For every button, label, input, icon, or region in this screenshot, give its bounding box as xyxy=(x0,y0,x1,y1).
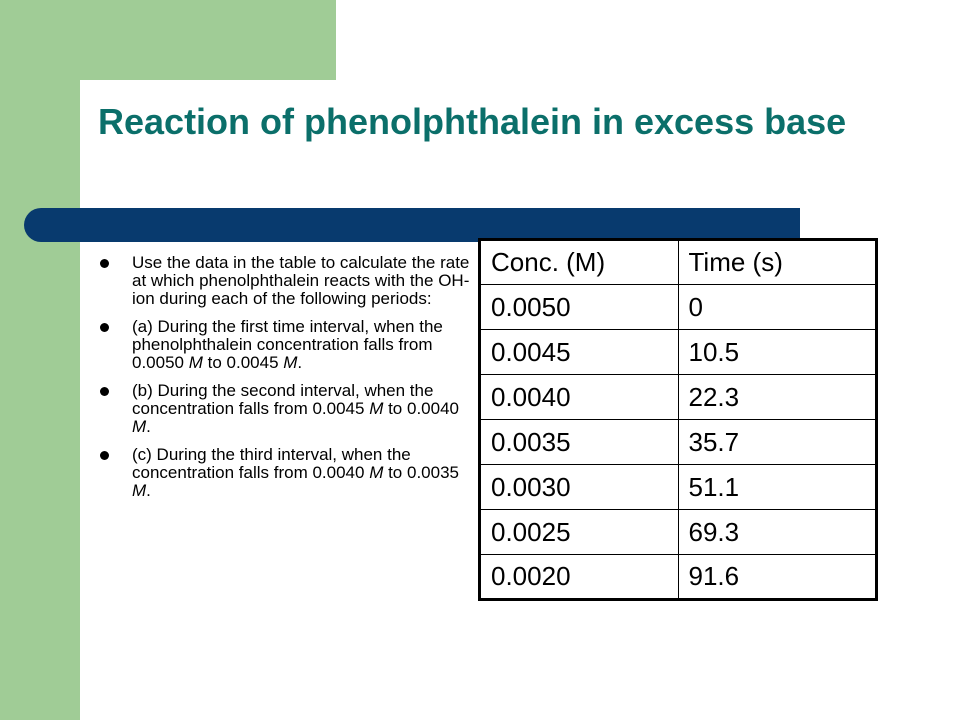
table-cell: 22.3 xyxy=(677,374,877,420)
table-cell: 0.0045 xyxy=(479,329,679,375)
bullet-text: to 0.0040 xyxy=(383,399,459,418)
bullet-text: . xyxy=(146,417,151,436)
unit-m: M xyxy=(369,463,384,482)
title-divider-bar xyxy=(24,208,800,242)
table-cell: 69.3 xyxy=(677,509,877,555)
table-header-row: Conc. (M) Time (s) xyxy=(479,239,877,285)
table-cell: 0.0025 xyxy=(479,509,679,555)
table-cell: 0.0030 xyxy=(479,464,679,510)
bullet-text: . xyxy=(146,481,151,500)
table-row: 0.0025 69.3 xyxy=(479,509,877,555)
decor-green-left xyxy=(0,80,80,720)
unit-m: M xyxy=(132,481,147,500)
slide-title: Reaction of phenolphthalein in excess ba… xyxy=(98,101,847,142)
table-cell: 35.7 xyxy=(677,419,877,465)
bullet-item: (b) During the second interval, when the… xyxy=(100,382,472,436)
bullet-text: to 0.0045 xyxy=(202,353,284,372)
bullet-dot-icon xyxy=(100,259,109,268)
table-header-cell: Time (s) xyxy=(677,239,877,285)
table-cell: 0.0020 xyxy=(479,554,679,600)
bullet-item: Use the data in the table to calculate t… xyxy=(100,254,472,308)
table-row: 0.0035 35.7 xyxy=(479,419,877,465)
table-row: 0.0045 10.5 xyxy=(479,329,877,375)
unit-m: M xyxy=(132,417,147,436)
table-header-cell: Conc. (M) xyxy=(479,239,679,285)
unit-m: M xyxy=(369,399,384,418)
table-cell: 10.5 xyxy=(677,329,877,375)
bullet-text: (a) During the first time interval, when… xyxy=(132,317,443,372)
bullet-text: . xyxy=(297,353,303,372)
table-cell: 0.0035 xyxy=(479,419,679,465)
bullet-list: Use the data in the table to calculate t… xyxy=(100,254,472,510)
bullet-text: to 0.0035 xyxy=(383,463,459,482)
table-cell: 0.0050 xyxy=(479,284,679,330)
decor-green-top xyxy=(0,0,336,80)
unit-m: M xyxy=(283,353,298,372)
table-cell: 0 xyxy=(677,284,877,330)
bullet-item: (c) During the third interval, when the … xyxy=(100,446,472,500)
table-cell: 51.1 xyxy=(677,464,877,510)
unit-m: M xyxy=(188,353,203,372)
bullet-text: (c) During the third interval, when the … xyxy=(132,445,411,482)
data-table: Conc. (M) Time (s) 0.0050 0 0.0045 10.5 … xyxy=(478,238,878,601)
bullet-text: Use the data in the table to calculate t… xyxy=(132,253,470,308)
bullet-dot-icon xyxy=(100,387,109,396)
bullet-item: (a) During the first time interval, when… xyxy=(100,318,472,372)
table-row: 0.0040 22.3 xyxy=(479,374,877,420)
bullet-text: (b) During the second interval, when the… xyxy=(132,381,434,418)
table-row: 0.0050 0 xyxy=(479,284,877,330)
table-cell: 91.6 xyxy=(677,554,877,600)
bullet-dot-icon xyxy=(100,451,109,460)
table-row: 0.0030 51.1 xyxy=(479,464,877,510)
table-cell: 0.0040 xyxy=(479,374,679,420)
bullet-dot-icon xyxy=(100,323,109,332)
table-row: 0.0020 91.6 xyxy=(479,554,877,600)
